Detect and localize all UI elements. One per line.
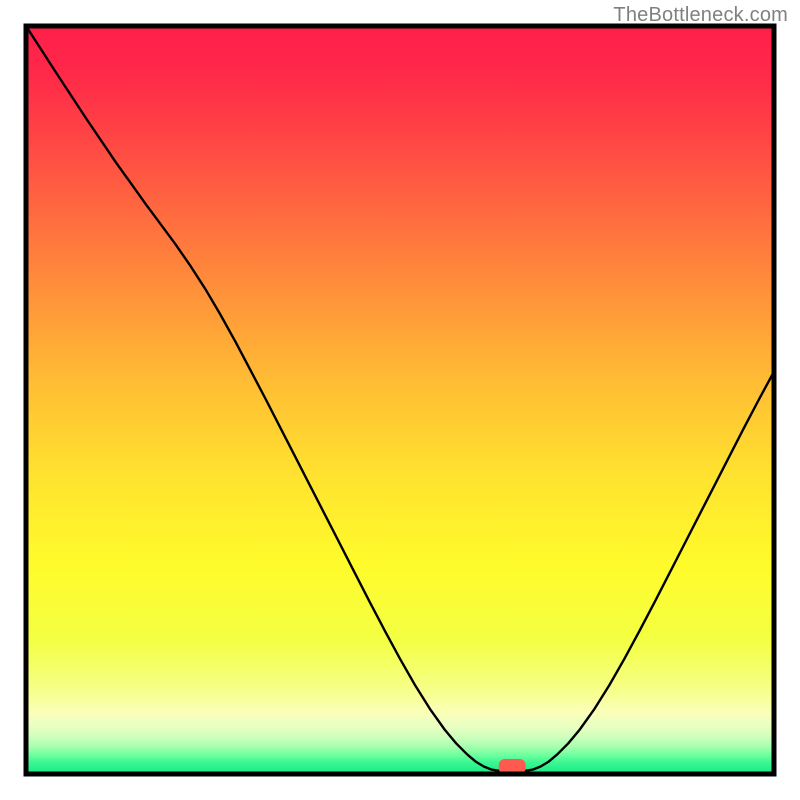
chart-svg <box>0 0 800 800</box>
chart-stage: TheBottleneck.com <box>0 0 800 800</box>
watermark-text: TheBottleneck.com <box>613 4 788 27</box>
chart-gradient-background <box>26 26 774 774</box>
